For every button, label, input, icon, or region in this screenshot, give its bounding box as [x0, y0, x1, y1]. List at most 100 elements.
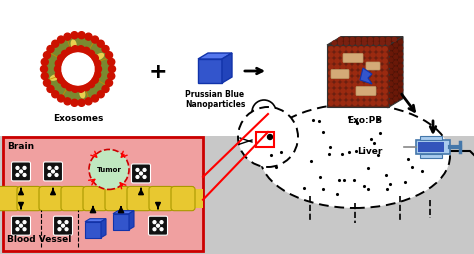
Circle shape — [139, 172, 143, 175]
Circle shape — [383, 96, 387, 100]
Circle shape — [394, 80, 398, 84]
Circle shape — [88, 51, 95, 58]
Circle shape — [160, 221, 163, 224]
Circle shape — [341, 54, 345, 58]
Circle shape — [48, 167, 51, 170]
FancyBboxPatch shape — [113, 214, 129, 230]
Circle shape — [329, 47, 333, 52]
FancyBboxPatch shape — [54, 216, 73, 235]
Circle shape — [52, 170, 55, 173]
Circle shape — [356, 38, 360, 42]
Circle shape — [58, 228, 61, 231]
Circle shape — [58, 77, 64, 84]
Circle shape — [335, 84, 339, 88]
Circle shape — [55, 174, 58, 177]
Circle shape — [383, 84, 387, 88]
Circle shape — [329, 89, 333, 94]
FancyBboxPatch shape — [420, 154, 442, 158]
FancyBboxPatch shape — [148, 216, 167, 235]
Circle shape — [347, 89, 351, 94]
Circle shape — [66, 48, 73, 55]
Circle shape — [335, 66, 339, 70]
Ellipse shape — [50, 75, 59, 82]
Circle shape — [362, 38, 366, 42]
Circle shape — [85, 99, 92, 105]
Circle shape — [347, 60, 351, 64]
Circle shape — [399, 89, 402, 93]
Circle shape — [394, 68, 398, 72]
Circle shape — [383, 66, 387, 70]
Circle shape — [44, 53, 50, 59]
Circle shape — [55, 66, 62, 73]
FancyBboxPatch shape — [420, 136, 442, 140]
FancyBboxPatch shape — [44, 162, 63, 181]
Circle shape — [399, 47, 402, 51]
Circle shape — [383, 47, 387, 52]
Circle shape — [47, 46, 54, 53]
Circle shape — [329, 66, 333, 70]
Circle shape — [71, 100, 78, 107]
Polygon shape — [360, 69, 372, 85]
Circle shape — [341, 66, 345, 70]
Circle shape — [374, 38, 378, 42]
Circle shape — [143, 169, 146, 172]
FancyBboxPatch shape — [85, 222, 101, 238]
Circle shape — [371, 66, 375, 70]
Circle shape — [106, 53, 112, 59]
Circle shape — [365, 72, 369, 76]
Circle shape — [377, 89, 381, 94]
Text: +: + — [149, 62, 167, 82]
Circle shape — [399, 83, 402, 87]
Circle shape — [371, 89, 375, 94]
Circle shape — [350, 38, 355, 42]
Circle shape — [341, 96, 345, 100]
Circle shape — [94, 72, 100, 79]
Circle shape — [394, 44, 398, 48]
Circle shape — [65, 221, 68, 224]
FancyBboxPatch shape — [127, 187, 151, 211]
FancyBboxPatch shape — [0, 187, 19, 211]
Circle shape — [377, 47, 381, 52]
Circle shape — [16, 221, 19, 224]
Circle shape — [78, 33, 85, 40]
Wedge shape — [44, 36, 112, 104]
Circle shape — [341, 101, 345, 106]
Circle shape — [267, 135, 273, 140]
Circle shape — [329, 77, 333, 82]
Text: Liver: Liver — [357, 147, 383, 156]
Circle shape — [394, 74, 398, 78]
Circle shape — [91, 37, 99, 44]
Circle shape — [52, 91, 59, 98]
Circle shape — [341, 60, 345, 64]
Circle shape — [359, 96, 363, 100]
Circle shape — [338, 38, 342, 42]
Circle shape — [377, 84, 381, 88]
Circle shape — [359, 47, 363, 52]
Ellipse shape — [95, 54, 104, 61]
Circle shape — [347, 96, 351, 100]
Circle shape — [389, 53, 393, 57]
Circle shape — [108, 73, 115, 80]
Circle shape — [62, 51, 68, 58]
Circle shape — [66, 84, 73, 91]
Circle shape — [335, 77, 339, 82]
Circle shape — [347, 66, 351, 70]
Circle shape — [389, 94, 393, 98]
Circle shape — [332, 42, 337, 46]
Circle shape — [109, 66, 116, 73]
FancyBboxPatch shape — [356, 87, 376, 96]
Circle shape — [78, 100, 85, 107]
Circle shape — [16, 174, 19, 177]
Circle shape — [399, 95, 402, 99]
Circle shape — [91, 77, 98, 84]
Circle shape — [347, 72, 351, 76]
Circle shape — [359, 89, 363, 94]
Circle shape — [399, 53, 402, 57]
Circle shape — [371, 72, 375, 76]
Circle shape — [380, 38, 384, 42]
Circle shape — [359, 72, 363, 76]
Circle shape — [353, 101, 357, 106]
Polygon shape — [198, 54, 232, 60]
Circle shape — [97, 41, 104, 48]
Circle shape — [55, 61, 62, 68]
